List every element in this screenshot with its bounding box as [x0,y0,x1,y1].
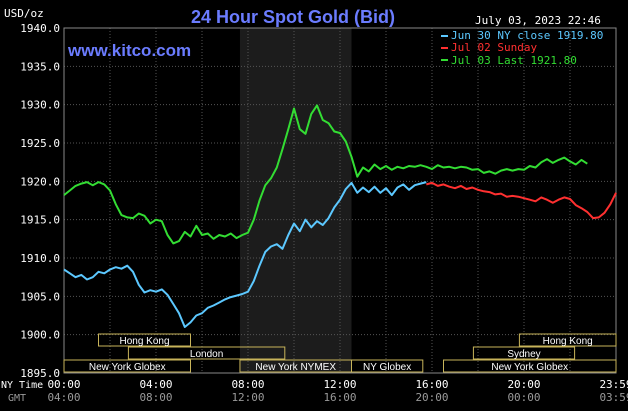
y-tick-label: 1915.0 [20,214,60,227]
x-tick-label-ny: 08:00 [231,378,264,391]
x-tick-label-gmt: 00:00 [507,391,540,404]
x-tick-label-ny: 00:00 [47,378,80,391]
session-bar-label: Hong Kong [119,336,169,347]
chart-title: 24 Hour Spot Gold (Bid) [191,7,395,27]
legend-swatch-jul02 [441,47,448,49]
legend-label-jul02: Jul 02 Sunday [451,41,537,54]
series-line-1 [426,181,617,220]
series-line-2 [63,104,588,245]
session-bar-label: London [190,349,223,360]
session-bar [351,359,424,373]
y-tick-label: 1920.0 [20,175,60,188]
series-line-0 [63,181,427,328]
y-tick-label: 1900.0 [20,329,60,342]
session-bar [98,333,191,347]
x-tick-label-ny: 04:00 [139,378,172,391]
legend-label-jul03: Jul 03 Last 1921.80 [451,54,577,67]
x-tick-label-ny: 20:00 [507,378,540,391]
y-tick-label: 1905.0 [20,290,60,303]
y-axis-unit-label: USD/oz [4,7,44,20]
legend-swatch-jul03 [441,59,448,61]
x-row-label-gmt: GMT [8,393,26,404]
x-tick-label-gmt: 04:00 [47,391,80,404]
legend-swatch-jun30 [441,35,448,37]
timestamp: July 03, 2023 22:46 [475,14,601,27]
session-bar [518,333,617,347]
session-bar [63,359,191,373]
price-series [63,104,617,328]
x-axis-tick-labels: 00:0004:0004:0008:0008:0012:0012:0016:00… [47,378,628,404]
session-bar-label: Hong Kong [543,336,593,347]
session-bar-label: Sydney [507,349,540,360]
x-tick-label-ny: 23:59 [599,378,628,391]
session-bar-label: New York Globex [89,362,166,373]
x-row-label-ny-time: NY Time [1,380,43,391]
x-tick-label-ny: 16:00 [415,378,448,391]
x-tick-label-gmt: 20:00 [415,391,448,404]
x-tick-label-gmt: 16:00 [323,391,356,404]
nymex-session-shading [239,28,352,373]
session-bar [472,346,576,360]
site-url[interactable]: www.kitco.com [67,41,191,60]
y-tick-label: 1940.0 [20,22,60,35]
session-bar [127,346,286,360]
session-bar-label: New York Globex [491,362,568,373]
y-axis-tick-labels: 1940.0 1935.0 1930.0 1925.0 1920.0 1915.0 1910… [20,22,60,380]
session-bar [443,359,617,373]
y-tick-label: 1935.0 [20,60,60,73]
plot-border [63,27,617,374]
x-tick-label-gmt: 03:59 [599,391,628,404]
legend: Jun 30 NY close 1919.80 Jul 02 Sunday Ju… [441,29,603,67]
x-tick-label-gmt: 08:00 [139,391,172,404]
x-tick-label-ny: 12:00 [323,378,356,391]
y-tick-label: 1895.0 [20,367,60,380]
y-tick-label: 1925.0 [20,137,60,150]
x-tick-label-gmt: 12:00 [231,391,264,404]
y-tick-label: 1910.0 [20,252,60,265]
session-bar-label: New York NYMEX [255,362,336,373]
y-tick-label: 1930.0 [20,99,60,112]
legend-label-jun30: Jun 30 NY close 1919.80 [451,29,603,42]
session-bar-label: NY Globex [363,362,411,373]
market-session-bars: Hong Kong London New York Globex New York N… [63,333,617,373]
grid [63,27,617,374]
